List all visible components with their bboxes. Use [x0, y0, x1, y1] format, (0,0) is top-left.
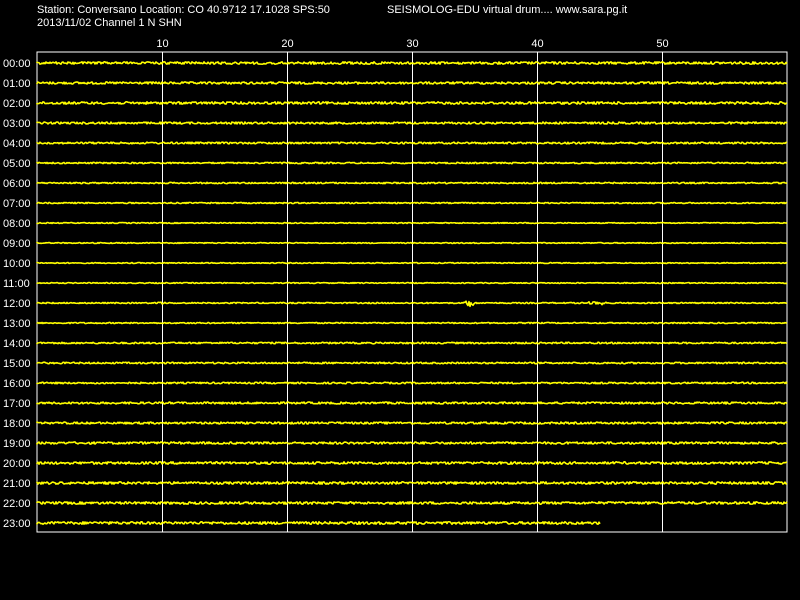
trace-row-0800	[36, 221, 788, 225]
trace-layer	[36, 61, 788, 526]
x-tick-labels: 10 20 30 40 50	[156, 38, 668, 50]
row-label-0100: 01:00	[3, 78, 31, 90]
trace-row-0900	[36, 241, 788, 245]
trace-row-0500	[36, 161, 788, 165]
trace-row-2300	[36, 520, 601, 526]
row-label-1900: 19:00	[3, 438, 31, 450]
trace-row-1300	[36, 321, 788, 325]
station-info: Station: Conversano Location: CO 40.9712…	[37, 4, 330, 16]
row-label-0800: 08:00	[3, 218, 31, 230]
row-label-0900: 09:00	[3, 238, 31, 250]
trace-row-1600	[36, 381, 788, 385]
row-label-0700: 07:00	[3, 198, 31, 210]
row-label-1500: 15:00	[3, 358, 31, 370]
trace-row-2200	[36, 501, 788, 505]
row-label-0400: 04:00	[3, 138, 31, 150]
row-label-1000: 10:00	[3, 258, 31, 270]
brand-title: SEISMOLOG-EDU virtual drum.... www.sara.…	[387, 4, 628, 16]
trace-row-0000	[36, 61, 788, 65]
trace-row-0700	[36, 201, 788, 205]
trace-row-1700	[36, 401, 788, 405]
grid-layer	[36, 51, 788, 533]
trace-row-2000	[36, 461, 788, 465]
row-label-0500: 05:00	[3, 158, 31, 170]
x-tick-label-20: 20	[281, 38, 293, 50]
row-label-1300: 13:00	[3, 318, 31, 330]
trace-row-1200	[36, 300, 788, 308]
row-label-1800: 18:00	[3, 418, 31, 430]
row-label-2300: 23:00	[3, 518, 31, 530]
row-label-1100: 11:00	[3, 278, 30, 290]
row-label-1600: 16:00	[3, 378, 31, 390]
row-label-2100: 21:00	[3, 478, 31, 490]
trace-row-1500	[36, 361, 788, 365]
row-label-1200: 12:00	[3, 298, 31, 310]
row-label-1400: 14:00	[3, 338, 31, 350]
x-tick-label-40: 40	[531, 38, 543, 50]
row-label-0000: 00:00	[3, 58, 31, 70]
trace-row-2100	[36, 481, 788, 485]
trace-row-1800	[36, 421, 788, 425]
trace-row-1000	[36, 261, 788, 265]
row-label-1700: 17:00	[3, 398, 31, 410]
trace-row-1400	[36, 341, 788, 345]
row-label-2200: 22:00	[3, 498, 31, 510]
x-tick-label-10: 10	[156, 38, 168, 50]
trace-row-0300	[36, 121, 788, 125]
trace-row-1100	[36, 281, 788, 285]
trace-row-0200	[36, 101, 788, 105]
trace-row-0600	[36, 181, 788, 185]
trace-row-0400	[36, 141, 788, 145]
x-tick-label-30: 30	[406, 38, 418, 50]
x-tick-label-50: 50	[656, 38, 668, 50]
date-channel-info: 2013/11/02 Channel 1 N SHN	[37, 17, 182, 29]
trace-row-1900	[36, 441, 788, 445]
row-label-0600: 06:00	[3, 178, 31, 190]
row-label-0200: 02:00	[3, 98, 31, 110]
row-label-2000: 20:00	[3, 458, 31, 470]
trace-row-0100	[36, 81, 788, 85]
row-labels: 00:00 01:00 02:00 03:00 04:00 05:00 06:00 07:00…	[3, 58, 31, 530]
row-label-0300: 03:00	[3, 118, 31, 130]
